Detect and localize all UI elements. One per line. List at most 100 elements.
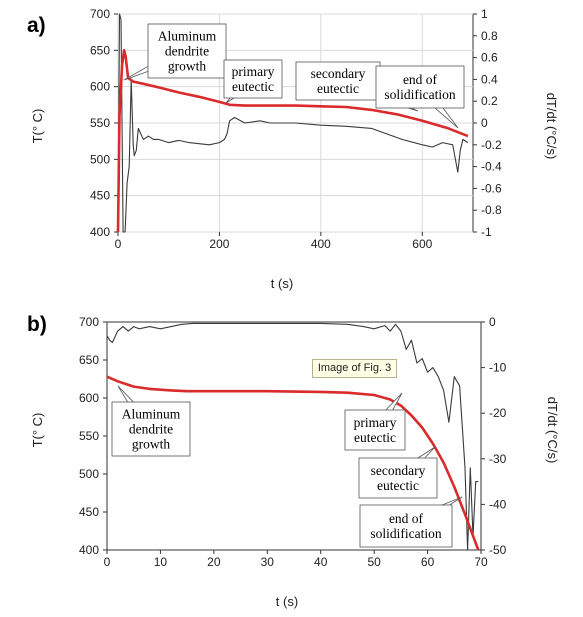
y2-tick-label-a: -1 bbox=[481, 225, 492, 239]
annotations-b: Aluminumdendritegrowthprimaryeutecticsec… bbox=[111, 385, 463, 548]
x-ticks-b: 0 10 20 30 40 50 60 70 bbox=[104, 550, 488, 569]
temperature-line-b bbox=[106, 375, 480, 551]
y-tick-label-a: 400 bbox=[90, 225, 110, 239]
y2-ticks-b: 0 -10 -20 -30 -40 -50 bbox=[481, 315, 507, 557]
annotation-text: Aluminum bbox=[122, 407, 181, 422]
callout-box bbox=[223, 59, 283, 99]
x-axis-label-a: t (s) bbox=[271, 276, 293, 291]
y-tick-label-b: 550 bbox=[79, 429, 99, 443]
y2-tick-label-a: 0 bbox=[481, 116, 488, 130]
y-tick-label-b: 600 bbox=[79, 391, 99, 405]
annotation-text: eutectic bbox=[377, 478, 419, 493]
y2-axis-label-a: dT/dt (°C/s) bbox=[544, 93, 559, 160]
y-axis-label-a: T(° C) bbox=[30, 109, 45, 144]
cooling-rate-line-a bbox=[117, 13, 469, 233]
callout-box bbox=[359, 504, 453, 548]
x-tick-label-a: 600 bbox=[412, 237, 432, 251]
panel-label-b: b) bbox=[27, 313, 47, 336]
cooling-rate-line-b bbox=[106, 322, 479, 551]
annotation-text: dendrite bbox=[129, 422, 173, 437]
callout-box bbox=[111, 401, 191, 457]
annotation-text: dendrite bbox=[165, 44, 209, 59]
y2-tick-label-a: 0.2 bbox=[481, 94, 498, 108]
y-ticks-b: 400 450 500 550 600 650 700 bbox=[79, 315, 107, 557]
y2-tick-label-b: -40 bbox=[489, 497, 507, 511]
y-tick-label-a: 550 bbox=[90, 116, 110, 130]
annotation-text: solidification bbox=[384, 87, 455, 102]
y2-tick-label-a: 0.6 bbox=[481, 51, 498, 65]
annotation-text: growth bbox=[132, 437, 170, 452]
annotation-text: end of bbox=[389, 511, 424, 526]
annotation-text: secondary bbox=[311, 66, 366, 81]
image-tooltip: Image of Fig. 3 bbox=[312, 359, 397, 378]
panel-label-a: a) bbox=[27, 14, 46, 37]
x-tick-label-a: 0 bbox=[115, 237, 122, 251]
y-tick-label-b: 450 bbox=[79, 505, 99, 519]
temperature-line-a bbox=[116, 48, 469, 233]
annotation-text: primary bbox=[232, 64, 275, 79]
x-tick-label-b: 10 bbox=[154, 555, 168, 569]
y2-axis-label-b: dT/dt (°C/s) bbox=[545, 397, 560, 464]
x-axis-label-b: t (s) bbox=[276, 594, 298, 609]
y-tick-label-b: 650 bbox=[79, 353, 99, 367]
y-ticks-a: 400 450 500 550 600 650 700 bbox=[90, 7, 118, 239]
series-b bbox=[106, 322, 480, 551]
annotation-text: secondary bbox=[371, 463, 426, 478]
x-tick-label-a: 200 bbox=[209, 237, 229, 251]
annotation-text: eutectic bbox=[354, 430, 396, 445]
annotation-text: eutectic bbox=[232, 79, 274, 94]
y2-tick-label-b: -30 bbox=[489, 452, 507, 466]
annotation-text: end of bbox=[403, 72, 438, 87]
x-tick-label-b: 50 bbox=[367, 555, 381, 569]
x-ticks-a: 0 200 400 600 bbox=[115, 232, 433, 251]
x-tick-label-b: 20 bbox=[207, 555, 221, 569]
callout-box bbox=[344, 409, 406, 451]
chart-b: 0 10 20 30 40 50 60 70 400 450 500 550 600 650 700 0 -… bbox=[27, 313, 560, 609]
y2-tick-label-b: -20 bbox=[489, 406, 507, 420]
annotation-text: Aluminum bbox=[158, 29, 217, 44]
callout-box bbox=[358, 457, 438, 499]
x-tick-label-b: 30 bbox=[261, 555, 275, 569]
y2-tick-label-a: 0.8 bbox=[481, 29, 498, 43]
annotation-text: growth bbox=[168, 59, 206, 74]
y-tick-label-b: 500 bbox=[79, 467, 99, 481]
x-tick-label-b: 0 bbox=[104, 555, 111, 569]
annotation-text: eutectic bbox=[317, 81, 359, 96]
x-tick-label-b: 70 bbox=[474, 555, 488, 569]
annotation-text: primary bbox=[354, 415, 397, 430]
y2-tick-label-b: -10 bbox=[489, 361, 507, 375]
y2-tick-label-a: -0.2 bbox=[481, 138, 502, 152]
y-tick-label-a: 450 bbox=[90, 189, 110, 203]
y2-tick-label-a: -0.8 bbox=[481, 203, 502, 217]
y-axis-label-b: T(° C) bbox=[30, 413, 45, 448]
y2-tick-label-a: 1 bbox=[481, 7, 488, 21]
y-tick-label-a: 650 bbox=[90, 43, 110, 57]
annotation-text: solidification bbox=[370, 526, 441, 541]
y-tick-label-b: 400 bbox=[79, 543, 99, 557]
series-a bbox=[116, 13, 469, 233]
y2-tick-label-a: -0.4 bbox=[481, 160, 502, 174]
y-tick-label-a: 600 bbox=[90, 80, 110, 94]
y2-tick-label-a: -0.6 bbox=[481, 181, 502, 195]
y-tick-label-a: 700 bbox=[90, 7, 110, 21]
y-tick-label-b: 700 bbox=[79, 315, 99, 329]
x-tick-label-b: 60 bbox=[421, 555, 435, 569]
y2-ticks-a: -1 -0.8 -0.6 -0.4 -0.2 0 0.2 0.4 0.6 0.8 1 bbox=[473, 7, 502, 239]
x-tick-label-a: 400 bbox=[311, 237, 331, 251]
y2-tick-label-a: 0.4 bbox=[481, 72, 498, 86]
y2-tick-label-b: -50 bbox=[489, 543, 507, 557]
y-tick-label-a: 500 bbox=[90, 152, 110, 166]
callout-box bbox=[147, 23, 227, 79]
callout-box bbox=[375, 65, 465, 109]
callout-box bbox=[295, 61, 381, 101]
